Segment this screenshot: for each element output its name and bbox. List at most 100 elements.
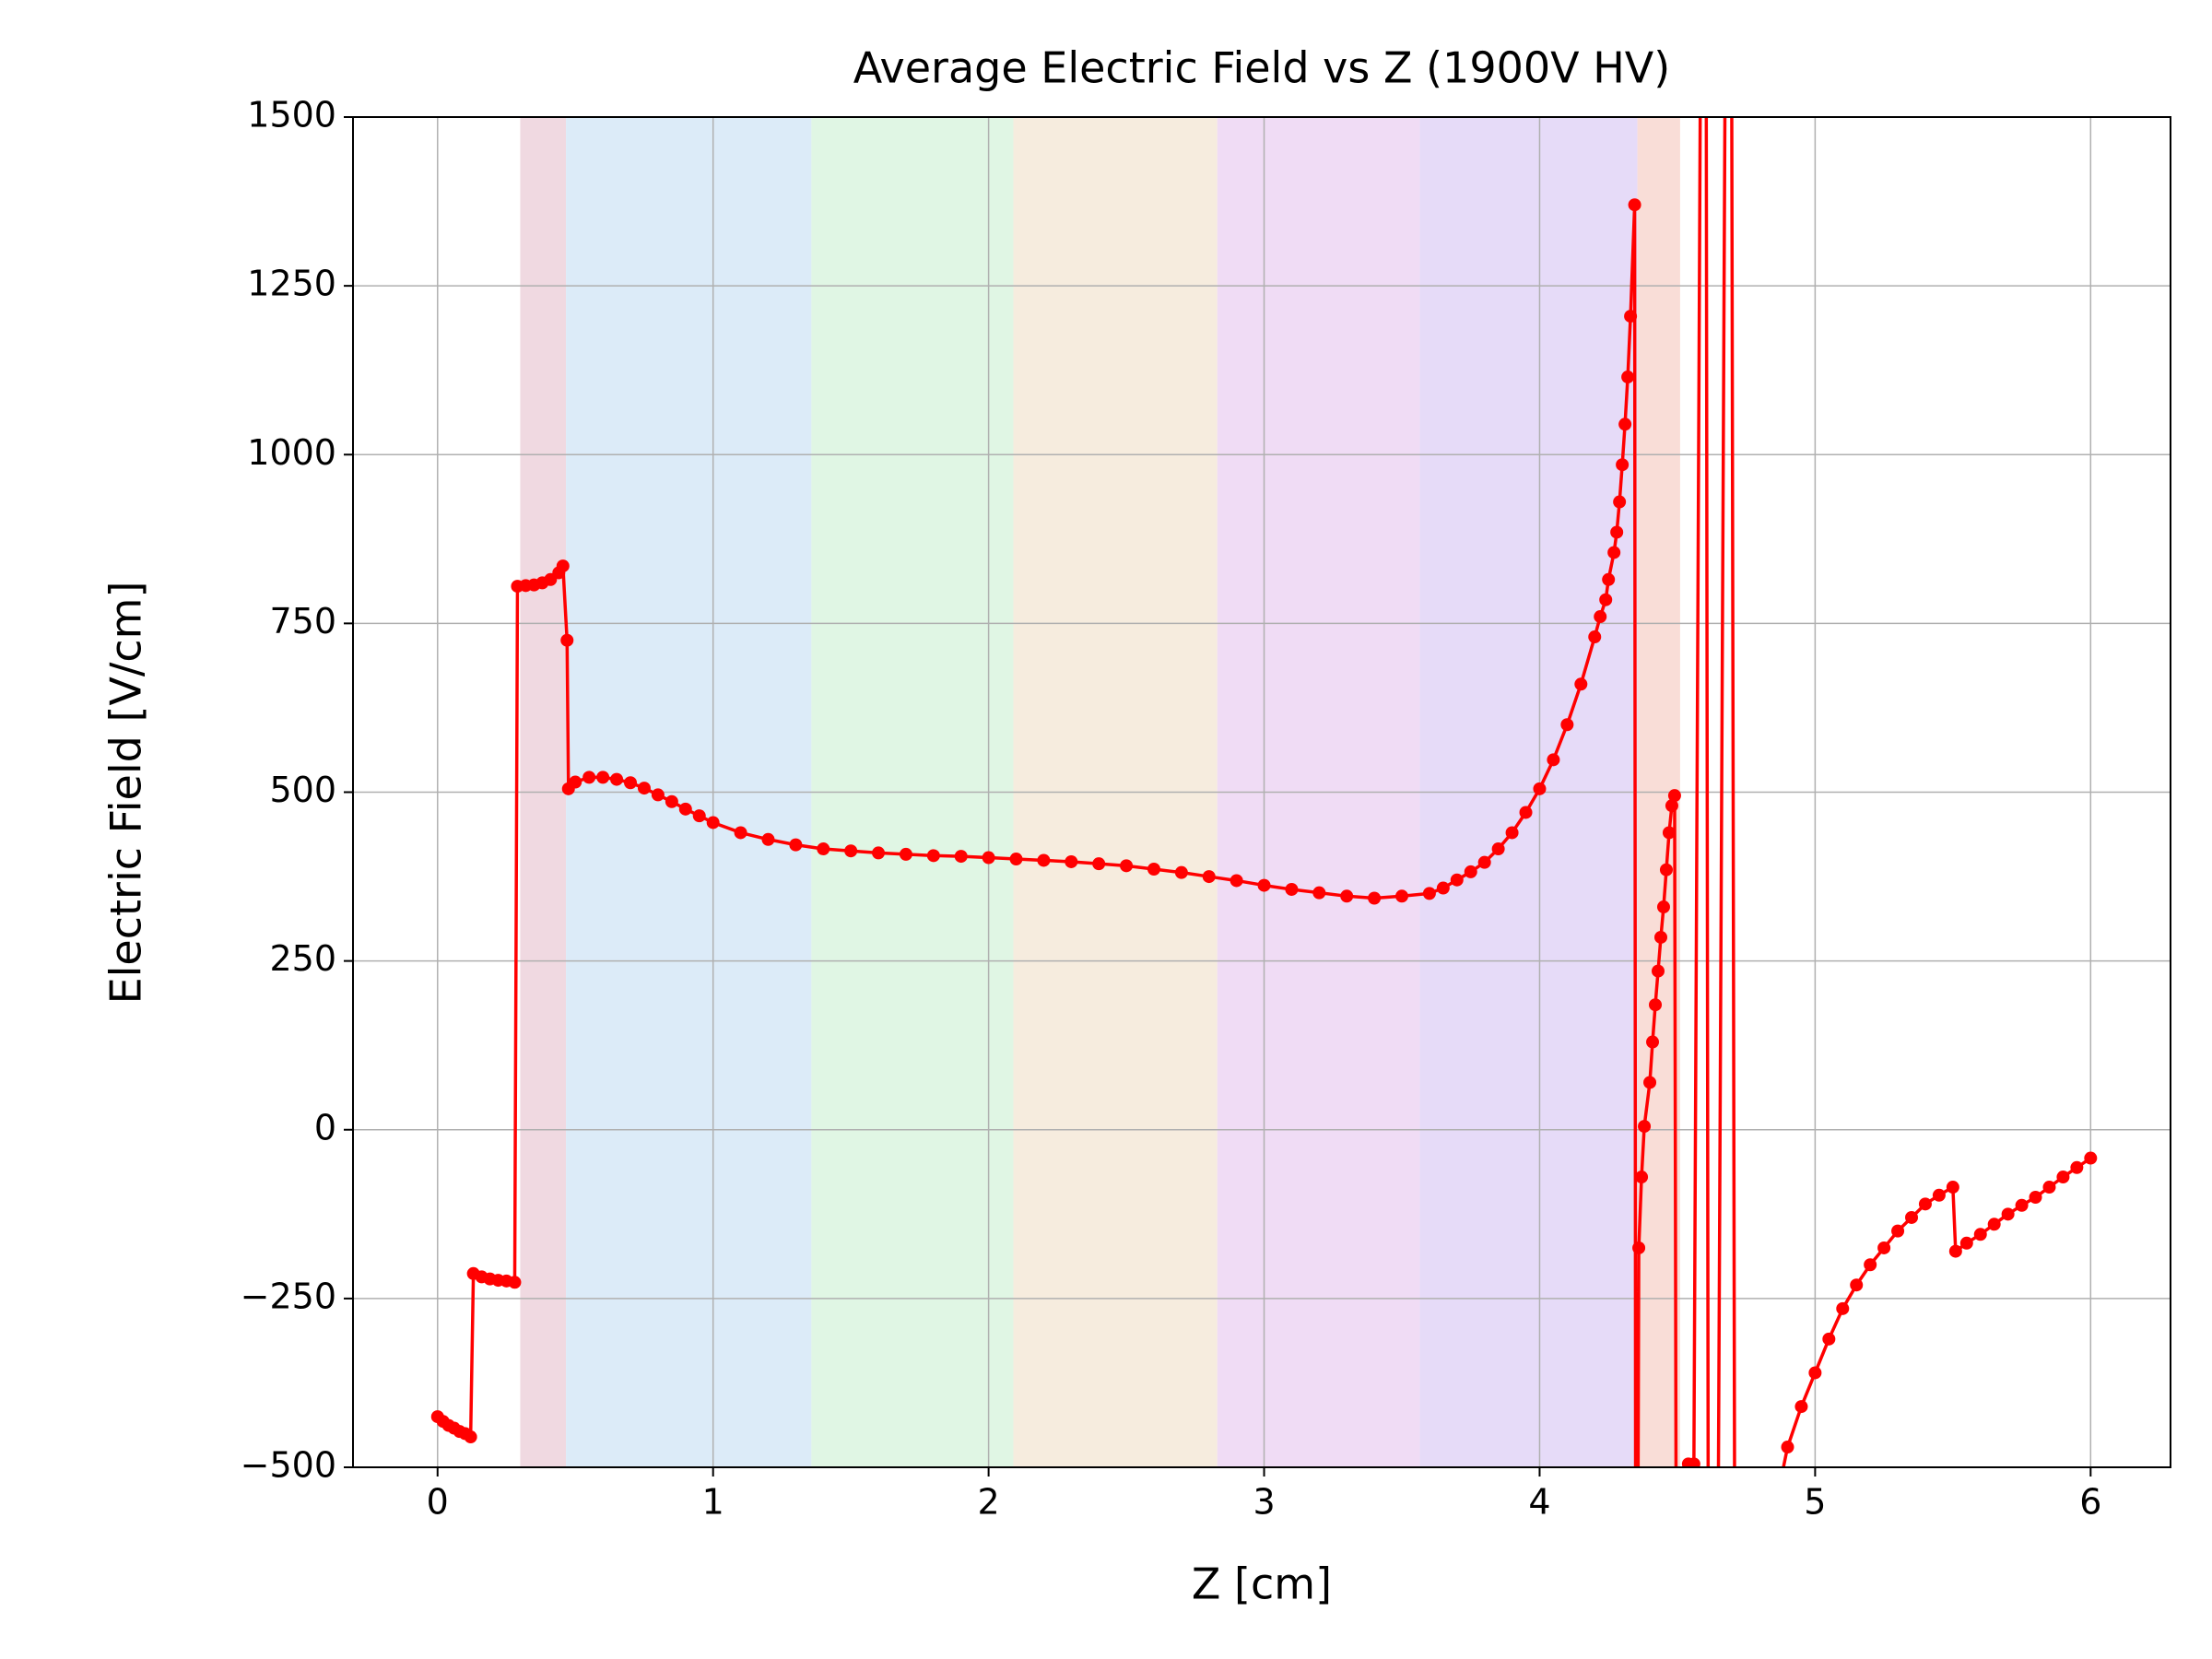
data-point — [1864, 1258, 1877, 1272]
data-point — [2029, 1191, 2042, 1204]
data-point — [761, 832, 775, 846]
data-point — [1560, 718, 1574, 732]
data-point — [1659, 863, 1673, 877]
data-point — [692, 809, 706, 823]
data-point — [1632, 1241, 1646, 1254]
data-point — [872, 846, 886, 860]
data-point — [1649, 998, 1663, 1012]
data-point — [1312, 886, 1326, 900]
data-point — [789, 838, 803, 852]
data-point — [1808, 1366, 1822, 1380]
data-point — [1120, 859, 1134, 873]
x-tick-label: 2 — [978, 1482, 1000, 1523]
data-point — [2042, 1181, 2056, 1194]
data-point — [1588, 630, 1602, 644]
data-point — [1776, 1467, 1789, 1480]
data-point — [1662, 826, 1676, 840]
data-point — [1624, 310, 1638, 324]
series — [430, 117, 2098, 1480]
data-point — [560, 633, 574, 647]
data-point — [1257, 878, 1271, 892]
y-tick-label: 750 — [269, 601, 336, 641]
data-point — [610, 772, 624, 786]
data-point — [1037, 853, 1051, 867]
data-point — [1368, 891, 1382, 905]
data-point — [1877, 1241, 1891, 1254]
x-tick-label: 4 — [1528, 1482, 1550, 1523]
data-point — [2001, 1207, 2015, 1221]
data-point — [734, 826, 747, 840]
y-tick-label: −500 — [241, 1445, 336, 1486]
ticks: 0 1 2 3 4 5 6 −500 −250 0 250 500 750 1000 1250 1500 — [241, 95, 2102, 1523]
data-point — [2015, 1198, 2029, 1212]
data-point — [1436, 881, 1450, 895]
data-point — [1948, 1244, 1962, 1258]
data-point — [1230, 874, 1243, 888]
data-point — [637, 782, 651, 795]
data-point — [665, 794, 678, 808]
chart-title: Average Electric Field vs Z (1900V HV) — [853, 43, 1670, 93]
data-point — [1635, 1171, 1649, 1184]
data-point — [1599, 593, 1613, 606]
x-axis-label: Z [cm] — [1192, 1559, 1332, 1609]
data-point — [1794, 1400, 1808, 1414]
data-point — [1340, 889, 1354, 903]
y-tick-label: −250 — [241, 1276, 336, 1316]
data-point — [1836, 1301, 1850, 1315]
data-point — [678, 802, 692, 816]
y-tick-label: 1250 — [247, 264, 336, 304]
data-point — [1065, 854, 1078, 868]
data-point — [508, 1276, 522, 1289]
data-point — [2070, 1160, 2084, 1174]
data-point — [1533, 782, 1547, 795]
y-tick-label: 250 — [269, 938, 336, 979]
data-point — [2084, 1151, 2098, 1165]
data-point — [982, 851, 995, 865]
data-point — [1174, 865, 1188, 879]
data-point — [1643, 1076, 1657, 1089]
data-point — [1422, 887, 1436, 900]
data-point — [1687, 1457, 1700, 1467]
x-tick-label: 1 — [702, 1482, 724, 1523]
x-tick-label: 6 — [2079, 1482, 2101, 1523]
y-tick-label: 500 — [269, 770, 336, 810]
data-point — [1618, 418, 1632, 431]
data-point — [1547, 753, 1560, 767]
data-point — [1822, 1332, 1836, 1346]
data-point — [651, 788, 665, 802]
data-point — [954, 850, 968, 864]
data-point — [1613, 495, 1627, 509]
data-point — [1395, 889, 1409, 903]
data-point — [1667, 789, 1681, 803]
data-point — [1905, 1210, 1919, 1224]
data-point — [1594, 610, 1607, 624]
data-point — [1147, 863, 1160, 877]
data-point — [1616, 458, 1630, 472]
data-point — [1932, 1188, 1946, 1202]
data-point — [1621, 371, 1635, 384]
data-point — [1987, 1218, 2001, 1231]
data-point — [1519, 806, 1533, 819]
data-point — [1464, 865, 1477, 878]
data-point — [1850, 1278, 1864, 1292]
data-point — [1505, 826, 1519, 840]
data-point — [1607, 546, 1621, 559]
y-tick-label: 0 — [314, 1107, 336, 1147]
y-tick-label: 1000 — [247, 432, 336, 473]
x-tick-label: 0 — [427, 1482, 449, 1523]
data-point — [1646, 1035, 1660, 1049]
data-point — [582, 771, 596, 784]
data-point — [569, 775, 582, 789]
data-point — [1781, 1441, 1794, 1454]
data-point — [1656, 900, 1670, 914]
data-point — [1652, 964, 1665, 978]
data-point — [1574, 677, 1588, 691]
data-point — [706, 816, 720, 830]
data-point — [1638, 1120, 1652, 1134]
x-tick-label: 3 — [1253, 1482, 1275, 1523]
data-point — [556, 559, 570, 573]
y-axis-label: Electric Field [V/cm] — [101, 582, 151, 1005]
data-point — [817, 842, 830, 856]
